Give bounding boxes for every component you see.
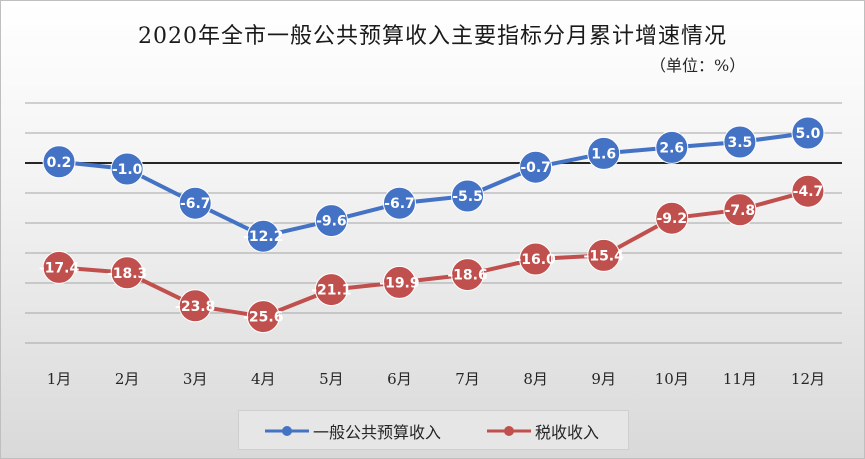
data-label-series-0: -1.0 <box>112 162 143 178</box>
data-label-series-0: -9.6 <box>316 214 347 230</box>
data-label-series-0: 0.2 <box>47 155 72 171</box>
data-label-series-1: -15.4 <box>584 248 625 264</box>
data-point-series-1 <box>314 273 348 307</box>
data-point-series-1 <box>723 193 757 227</box>
legend-item-series-0: 一般公共预算收入 <box>265 419 441 443</box>
data-point-series-1 <box>587 238 621 272</box>
data-label-series-0: 1.6 <box>591 146 616 162</box>
data-point-series-0 <box>587 136 621 170</box>
data-label-series-0: 3.5 <box>727 135 752 151</box>
legend-item-series-1: 税收收入 <box>487 419 599 443</box>
data-label-series-0: -6.7 <box>180 196 211 212</box>
data-point-series-0 <box>655 130 689 164</box>
data-label-series-1: -4.7 <box>793 184 824 200</box>
unit-label: （单位：%） <box>650 56 746 75</box>
x-tick-label: 11月 <box>723 370 757 388</box>
data-label-series-1: -17.4 <box>39 260 80 276</box>
data-label-series-1: -9.2 <box>656 211 687 227</box>
data-point-series-1 <box>382 265 416 299</box>
legend-marker-series-1 <box>487 426 531 436</box>
x-tick-label: 8月 <box>523 370 548 388</box>
data-label-series-1: -18.6 <box>447 268 487 284</box>
series-line-1 <box>58 189 809 319</box>
data-label-series-0: -6.7 <box>384 196 415 212</box>
data-point-series-1 <box>791 174 825 208</box>
data-point-series-0 <box>42 145 76 179</box>
data-label-series-1: -25.6 <box>243 310 283 326</box>
legend: 一般公共预算收入 税收收入 <box>238 410 629 450</box>
data-point-series-0 <box>723 125 757 159</box>
data-point-series-0 <box>246 219 280 253</box>
data-label-series-1: -23.8 <box>175 299 215 315</box>
data-point-series-1 <box>655 201 689 235</box>
data-label-series-1: -18.3 <box>107 266 147 282</box>
data-label-series-0: 5.0 <box>796 126 821 142</box>
data-point-series-0 <box>382 186 416 220</box>
data-point-series-1 <box>110 256 144 290</box>
data-label-series-0: -12.2 <box>243 229 283 245</box>
data-point-series-0 <box>178 186 212 220</box>
x-tick-label: 7月 <box>455 370 480 388</box>
x-tick-label: 10月 <box>655 370 689 388</box>
data-point-series-1 <box>451 258 485 292</box>
x-tick-label: 1月 <box>47 370 72 388</box>
data-label-series-1: -19.9 <box>379 275 419 291</box>
data-point-series-0 <box>110 152 144 186</box>
legend-label-series-1: 税收收入 <box>535 423 600 442</box>
x-tick-label: 12月 <box>791 370 825 388</box>
data-label-series-0: -0.7 <box>520 160 551 176</box>
data-point-series-0 <box>791 116 825 150</box>
data-point-series-1 <box>246 300 280 334</box>
data-label-series-1: -21.1 <box>311 283 351 299</box>
data-label-series-0: 2.6 <box>659 140 684 156</box>
data-point-series-1 <box>519 242 553 276</box>
data-label-series-1: -16.0 <box>515 252 556 268</box>
x-tick-label: 3月 <box>183 370 208 388</box>
data-point-series-1 <box>178 289 212 323</box>
data-point-series-1 <box>42 250 76 284</box>
x-tick-label: 4月 <box>251 370 276 388</box>
x-tick-label: 9月 <box>591 370 616 388</box>
x-tick-label: 2月 <box>115 370 140 388</box>
legend-label-series-0: 一般公共预算收入 <box>313 423 442 442</box>
data-point-series-0 <box>451 179 485 213</box>
series-line-0 <box>58 131 809 239</box>
x-tick-label: 6月 <box>387 370 412 388</box>
data-label-series-1: -7.8 <box>725 203 756 219</box>
data-point-series-0 <box>519 150 553 184</box>
data-label-series-0: -5.5 <box>452 189 483 205</box>
x-tick-label: 5月 <box>319 370 344 388</box>
legend-marker-series-0 <box>265 426 309 436</box>
data-point-series-0 <box>314 204 348 238</box>
chart-title: 2020年全市一般公共预算收入主要指标分月累计增速情况 <box>138 24 727 49</box>
